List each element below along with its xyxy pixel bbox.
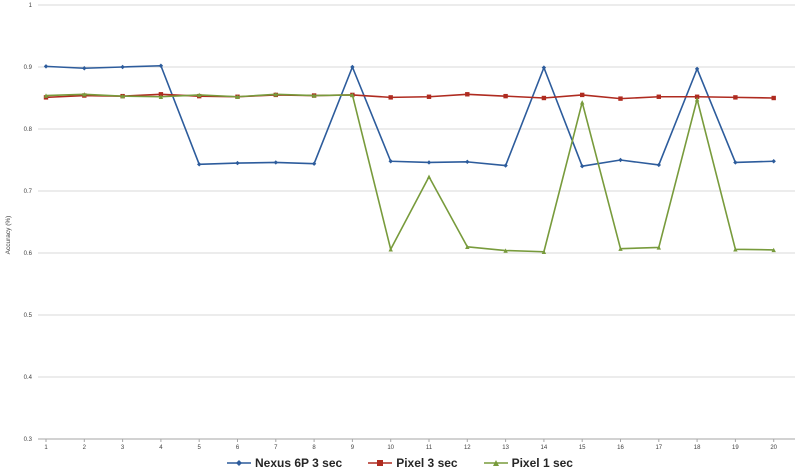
data-point-marker [694, 66, 700, 72]
data-point-marker [120, 64, 125, 70]
y-tick-label: 0.7 [24, 189, 33, 195]
y-tick-label: 0.4 [24, 375, 33, 381]
x-tick-label: 10 [387, 445, 394, 451]
x-tick-label: 14 [541, 445, 548, 451]
data-point-marker [771, 95, 776, 101]
y-tick-label: 0.5 [24, 313, 33, 319]
y-tick-label: 0.6 [24, 251, 33, 257]
legend-label: Nexus 6P 3 sec [255, 456, 343, 470]
legend-item-nexus-6p-3-sec: Nexus 6P 3 sec [227, 456, 342, 470]
data-point-marker [618, 157, 623, 163]
data-point-marker [426, 94, 432, 99]
data-point-marker [273, 160, 278, 165]
data-point-marker [733, 95, 738, 100]
data-point-marker [158, 94, 164, 99]
x-tick-label: 19 [732, 445, 739, 451]
data-point-marker [235, 160, 240, 166]
data-point-marker [503, 248, 508, 253]
x-tick-label: 6 [236, 445, 240, 451]
data-point-marker [43, 93, 49, 98]
data-point-marker [388, 95, 393, 100]
data-point-marker [158, 63, 164, 68]
x-tick-label: 1 [44, 445, 48, 451]
x-tick-label: 20 [770, 445, 777, 451]
data-point-marker [771, 159, 776, 164]
x-tick-label: 13 [502, 445, 509, 451]
x-tick-label: 4 [159, 445, 163, 451]
data-point-marker [426, 160, 432, 165]
data-point-marker [120, 93, 125, 99]
data-point-marker [465, 244, 470, 249]
data-point-marker [388, 247, 393, 252]
square-line-swatch-icon [368, 460, 393, 466]
data-point-marker [197, 162, 202, 167]
legend-label: Pixel 1 sec [511, 456, 573, 470]
data-point-marker [503, 93, 508, 99]
data-point-marker [656, 94, 661, 99]
y-axis-title: Accuracy (%) [5, 216, 12, 255]
x-tick-label: 12 [464, 445, 471, 451]
y-tick-label: 0.9 [24, 65, 33, 71]
data-point-marker [580, 100, 585, 105]
data-point-marker [694, 97, 700, 102]
data-point-marker [465, 92, 470, 97]
series-line-nexus-6p-3-sec [45, 64, 775, 167]
data-point-marker [541, 249, 547, 254]
data-point-marker [618, 246, 623, 251]
data-point-marker [465, 159, 470, 165]
y-tick-label: 0.8 [24, 127, 33, 133]
x-tick-label: 3 [121, 445, 125, 451]
data-point-marker [350, 64, 355, 70]
data-point-marker [503, 163, 508, 168]
data-point-marker [158, 92, 164, 97]
data-point-marker [580, 92, 585, 98]
data-point-marker [311, 93, 317, 98]
series-line-pixel-3-sec [45, 93, 775, 100]
data-point-marker [656, 245, 661, 250]
data-point-marker [197, 92, 202, 98]
data-point-marker [82, 66, 87, 71]
x-tick-label: 9 [351, 445, 355, 451]
data-point-marker [771, 247, 776, 253]
x-tick-label: 7 [274, 445, 278, 451]
data-point-marker [426, 174, 432, 179]
data-point-marker [43, 64, 49, 69]
x-tick-label: 18 [694, 445, 701, 451]
data-point-marker [694, 94, 700, 99]
data-point-marker [311, 161, 317, 166]
x-tick-label: 8 [312, 445, 316, 451]
data-point-marker [733, 247, 738, 252]
data-point-marker [733, 160, 738, 165]
legend-label: Pixel 3 sec [396, 456, 458, 470]
x-tick-label: 2 [83, 445, 87, 451]
data-point-marker [541, 65, 547, 70]
x-tick-label: 17 [655, 445, 662, 451]
legend-item-pixel-1-sec: Pixel 1 sec [483, 456, 573, 470]
data-point-marker [350, 92, 355, 98]
data-point-marker [541, 95, 547, 101]
series-line-pixel-1-sec [45, 93, 775, 253]
x-tick-label: 5 [198, 445, 202, 451]
data-point-marker [618, 96, 623, 101]
data-point-marker [580, 164, 585, 169]
x-tick-label: 15 [579, 445, 586, 451]
legend-item-pixel-3-sec: Pixel 3 sec [368, 456, 458, 470]
data-point-marker [388, 159, 393, 164]
y-tick-label: 1 [29, 3, 33, 9]
diamond-line-swatch-icon [227, 460, 252, 466]
y-tick-label: 0.3 [24, 437, 33, 443]
legend: Nexus 6P 3 sec Pixel 3 sec Pixel 1 sec [0, 454, 800, 472]
data-point-marker [273, 92, 278, 97]
x-tick-label: 11 [426, 445, 433, 451]
x-tick-label: 16 [617, 445, 624, 451]
data-point-marker [656, 162, 661, 168]
data-point-marker [82, 92, 87, 97]
triangle-line-swatch-icon [483, 460, 508, 466]
data-point-marker [235, 94, 240, 99]
